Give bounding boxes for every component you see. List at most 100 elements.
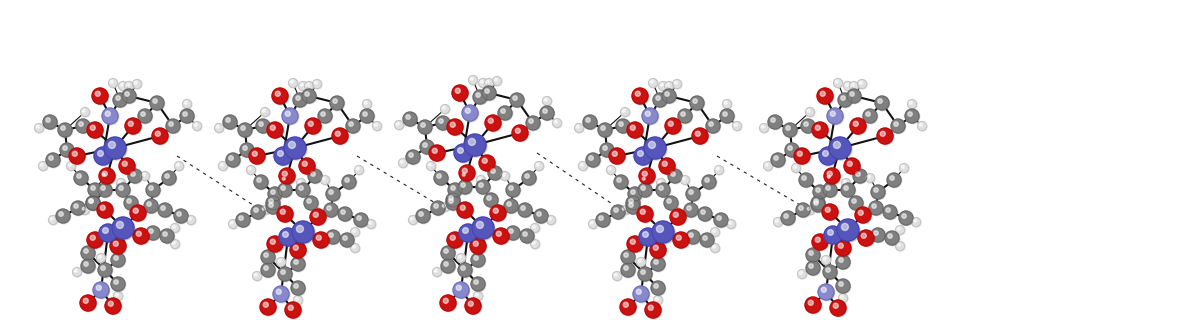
Circle shape (60, 143, 74, 157)
Circle shape (858, 79, 866, 89)
Circle shape (727, 220, 736, 229)
Circle shape (266, 197, 281, 211)
Circle shape (515, 128, 521, 133)
Circle shape (115, 293, 118, 296)
Circle shape (221, 163, 223, 166)
Circle shape (270, 125, 275, 130)
Circle shape (598, 123, 612, 137)
Circle shape (317, 235, 322, 240)
Circle shape (95, 91, 101, 96)
Circle shape (698, 207, 712, 221)
Circle shape (671, 210, 686, 226)
Circle shape (296, 179, 306, 188)
Circle shape (163, 172, 176, 186)
Circle shape (286, 111, 290, 116)
Circle shape (653, 245, 659, 250)
Circle shape (802, 176, 806, 180)
Circle shape (775, 219, 778, 222)
Circle shape (119, 82, 128, 91)
Circle shape (326, 206, 331, 210)
Circle shape (637, 258, 646, 267)
Circle shape (822, 255, 830, 265)
Circle shape (493, 205, 502, 214)
Circle shape (56, 210, 71, 224)
Circle shape (128, 121, 133, 126)
Circle shape (799, 173, 814, 187)
Circle shape (398, 158, 408, 167)
Circle shape (482, 158, 487, 163)
Circle shape (182, 112, 187, 116)
Circle shape (354, 165, 364, 174)
Circle shape (798, 270, 806, 279)
Circle shape (715, 214, 728, 228)
Circle shape (266, 236, 283, 252)
Circle shape (838, 219, 859, 241)
Circle shape (617, 178, 622, 182)
Circle shape (458, 181, 473, 195)
Circle shape (474, 256, 479, 260)
Circle shape (437, 117, 451, 131)
Circle shape (845, 83, 848, 86)
Circle shape (614, 176, 629, 190)
Circle shape (474, 280, 479, 284)
Circle shape (659, 180, 661, 183)
Circle shape (850, 196, 863, 210)
Circle shape (811, 199, 826, 213)
Circle shape (660, 83, 664, 86)
Circle shape (125, 92, 130, 96)
Circle shape (286, 302, 301, 318)
Circle shape (701, 234, 715, 248)
Circle shape (262, 263, 275, 277)
Circle shape (116, 184, 131, 198)
Circle shape (918, 122, 926, 131)
Circle shape (901, 165, 904, 168)
Circle shape (134, 81, 137, 84)
Circle shape (353, 245, 355, 248)
Circle shape (596, 213, 610, 227)
Circle shape (764, 162, 773, 171)
Circle shape (72, 268, 82, 276)
Circle shape (476, 175, 486, 185)
Circle shape (902, 214, 906, 218)
Circle shape (833, 303, 839, 308)
Circle shape (458, 203, 474, 219)
Circle shape (223, 116, 238, 130)
Circle shape (35, 124, 44, 133)
Circle shape (680, 175, 690, 185)
Circle shape (883, 205, 898, 219)
Circle shape (290, 243, 307, 259)
Circle shape (612, 271, 622, 281)
Circle shape (851, 119, 866, 135)
Circle shape (823, 205, 839, 221)
Circle shape (700, 233, 714, 247)
Circle shape (646, 303, 662, 319)
Circle shape (122, 90, 137, 104)
Circle shape (416, 209, 430, 223)
Circle shape (664, 196, 678, 210)
Circle shape (300, 159, 316, 175)
Circle shape (626, 197, 641, 211)
Circle shape (482, 87, 497, 101)
Circle shape (119, 158, 134, 174)
Circle shape (302, 89, 316, 103)
Circle shape (294, 296, 302, 305)
Circle shape (640, 228, 658, 246)
Circle shape (299, 180, 301, 183)
Circle shape (918, 122, 926, 131)
Circle shape (506, 226, 520, 240)
Circle shape (344, 178, 349, 182)
Circle shape (824, 168, 840, 184)
Circle shape (500, 172, 510, 180)
Circle shape (667, 199, 671, 203)
Circle shape (294, 284, 299, 288)
Circle shape (839, 294, 848, 303)
Circle shape (769, 116, 782, 130)
Circle shape (114, 292, 122, 300)
Circle shape (518, 203, 532, 217)
Circle shape (822, 256, 830, 265)
Circle shape (368, 221, 371, 224)
Circle shape (841, 223, 848, 230)
Circle shape (523, 172, 536, 186)
Circle shape (641, 176, 650, 185)
Circle shape (629, 199, 634, 203)
